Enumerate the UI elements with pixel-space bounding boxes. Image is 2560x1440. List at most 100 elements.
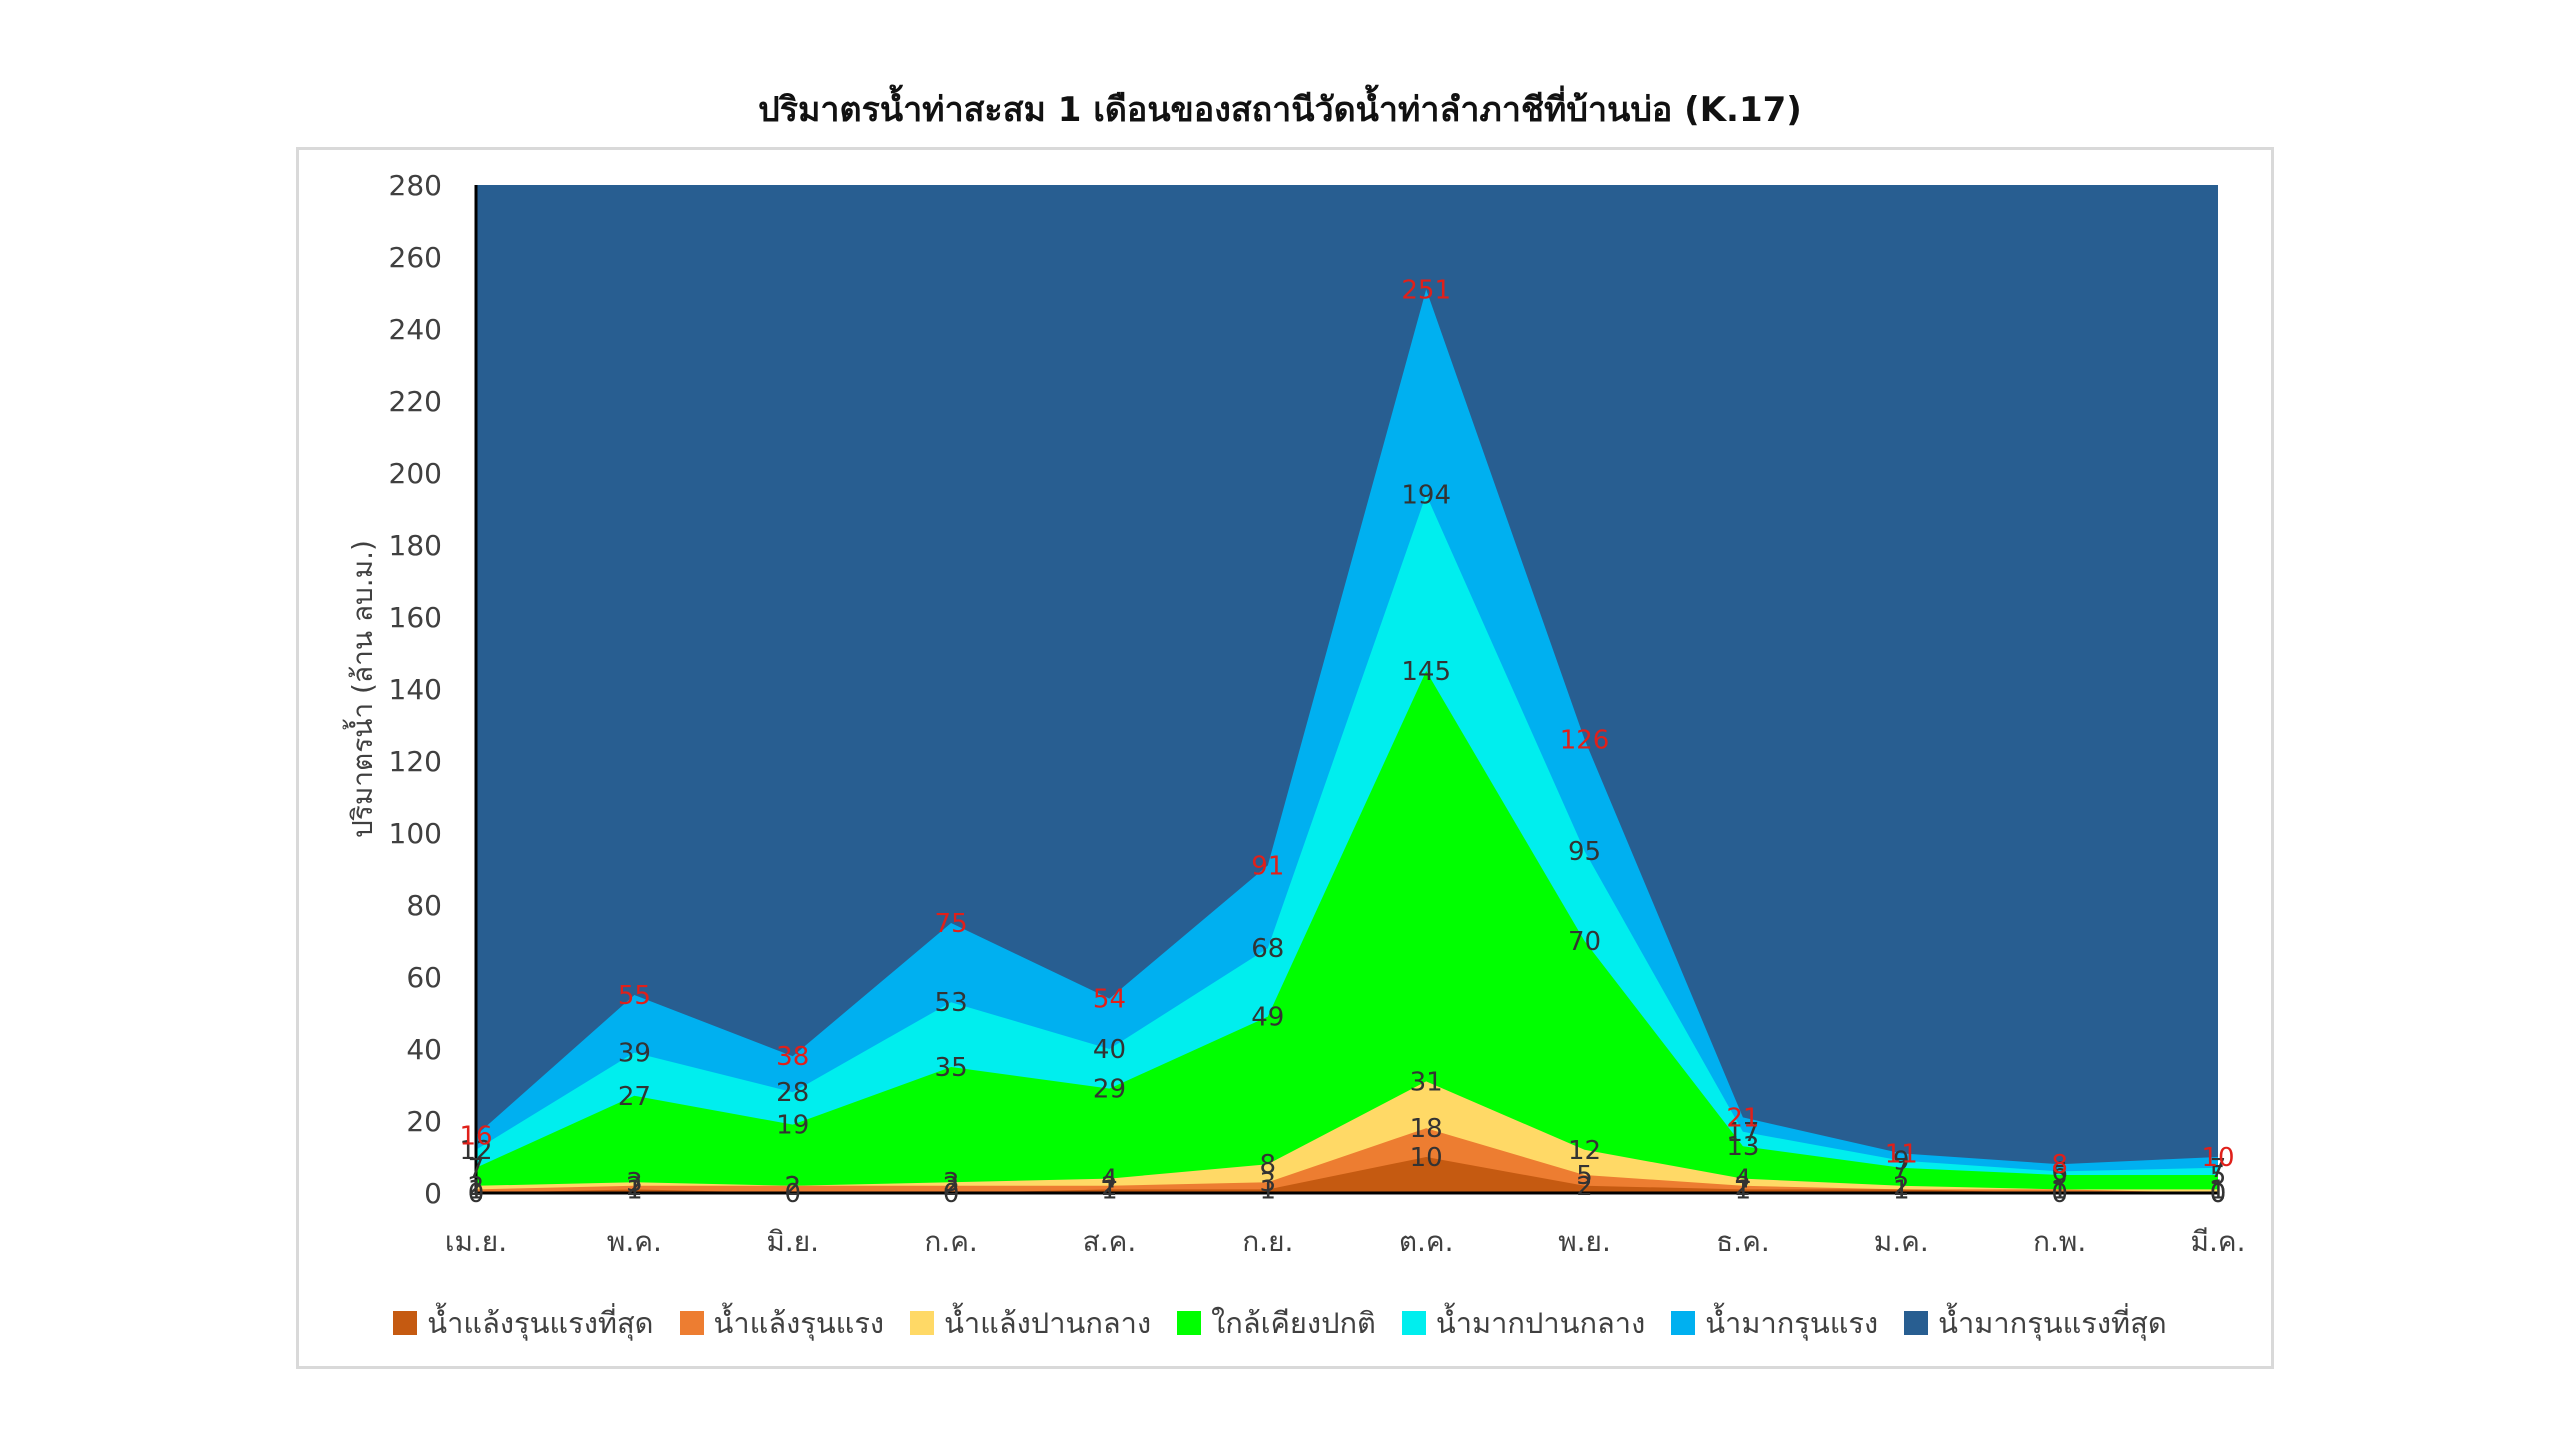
- data-label: 53: [935, 988, 968, 1018]
- data-label: 10: [1410, 1143, 1443, 1173]
- data-label: 38: [776, 1042, 809, 1072]
- data-label: 1: [2051, 1175, 2068, 1205]
- y-tick-label: 20: [406, 1105, 442, 1138]
- data-label: 75: [935, 909, 968, 939]
- legend-label: ใกล้เคียงปกติ: [1211, 1306, 1376, 1340]
- data-label: 21: [1726, 1103, 1759, 1133]
- x-tick-label: ธ.ค.: [1716, 1225, 1770, 1258]
- x-tick-label: มี.ค.: [2191, 1225, 2246, 1258]
- data-label: 3: [1260, 1168, 1277, 1198]
- data-label: 3: [943, 1168, 960, 1198]
- data-label: 55: [618, 981, 651, 1011]
- data-label: 2: [626, 1172, 643, 1202]
- y-tick-label: 160: [389, 601, 442, 634]
- legend-label: น้ำมากรุนแรง: [1705, 1306, 1879, 1340]
- chart-title: ปริมาตรน้ำท่าสะสม 1 เดือนของสถานีวัดน้ำท…: [758, 90, 1802, 130]
- x-tick-label: ต.ค.: [1399, 1225, 1454, 1258]
- chart-frame: [296, 147, 2274, 1369]
- data-label: 6: [2051, 1157, 2068, 1187]
- data-label: 1: [626, 1175, 643, 1205]
- legend-label: น้ำมากรุนแรงที่สุด: [1938, 1306, 2167, 1340]
- legend-swatch: [910, 1311, 935, 1335]
- data-label: 35: [935, 1053, 968, 1083]
- data-label: 49: [1251, 1003, 1284, 1033]
- data-label: 70: [1568, 927, 1601, 957]
- data-label: 3: [626, 1168, 643, 1198]
- y-tick-label: 140: [389, 673, 442, 706]
- data-label: 2: [1101, 1172, 1118, 1202]
- x-tick-label: ม.ค.: [1874, 1225, 1929, 1258]
- data-label: 27: [618, 1082, 651, 1112]
- data-label: 1: [1893, 1175, 1910, 1205]
- legend-item: น้ำมากรุนแรงที่สุด: [1904, 1300, 2167, 1346]
- x-tick-label: ส.ค.: [1083, 1225, 1137, 1258]
- y-tick-label: 180: [389, 529, 442, 562]
- data-label: 17: [1726, 1118, 1759, 1148]
- data-label: 2: [784, 1172, 801, 1202]
- x-tick-label: ก.ค.: [924, 1225, 977, 1258]
- y-tick-label: 260: [389, 241, 442, 274]
- legend-label: น้ำมากปานกลาง: [1435, 1306, 1646, 1340]
- data-label: 8: [1260, 1150, 1277, 1180]
- data-label: 40: [1093, 1035, 1126, 1065]
- data-label: 7: [1893, 1154, 1910, 1184]
- data-label: 1: [1735, 1175, 1752, 1205]
- legend: น้ำแล้งรุนแรงที่สุด น้ำแล้งรุนแรง น้ำแล้งป…: [0, 1300, 2560, 1346]
- data-label: 1: [1893, 1175, 1910, 1205]
- x-tick-label: ก.พ.: [2033, 1225, 2086, 1258]
- legend-swatch: [1401, 1311, 1426, 1335]
- data-label: 1: [1101, 1175, 1118, 1205]
- legend-label: น้ำแล้งปานกลาง: [944, 1306, 1152, 1340]
- y-tick-label: 60: [406, 961, 442, 994]
- data-label: 2: [943, 1172, 960, 1202]
- x-tick-label: พ.ค.: [607, 1225, 662, 1258]
- data-label: 2: [784, 1172, 801, 1202]
- data-label: 145: [1401, 657, 1451, 687]
- y-axis-title: ปริมาตรน้ำ (ล้าน ลบ.ม.): [342, 540, 379, 838]
- data-label: 0: [468, 1179, 485, 1209]
- y-tick-label: 0: [424, 1177, 442, 1210]
- data-label: 4: [1735, 1165, 1752, 1195]
- legend-swatch: [393, 1311, 418, 1335]
- data-label: 7: [2210, 1154, 2227, 1184]
- data-label: 13: [1726, 1132, 1759, 1162]
- y-tick-label: 80: [406, 889, 442, 922]
- data-label: 2: [1735, 1172, 1752, 1202]
- series-area-2: [476, 1081, 2218, 1193]
- y-tick-label: 120: [389, 745, 442, 778]
- data-label: 0: [784, 1179, 801, 1209]
- data-label: 5: [2210, 1161, 2227, 1191]
- data-label: 1: [1260, 1175, 1277, 1205]
- data-label: 2: [1893, 1172, 1910, 1202]
- data-label: 9: [1893, 1147, 1910, 1177]
- data-label: 1: [2051, 1175, 2068, 1205]
- y-tick-label: 200: [389, 457, 442, 490]
- series-area-0: [476, 1157, 2218, 1193]
- data-label: 4: [1101, 1165, 1118, 1195]
- y-tick-label: 240: [389, 313, 442, 346]
- legend-item: ใกล้เคียงปกติ: [1177, 1300, 1376, 1346]
- data-label: 1: [2210, 1175, 2227, 1205]
- data-label: 1: [468, 1175, 485, 1205]
- legend-item: น้ำแล้งรุนแรงที่สุด: [393, 1300, 654, 1346]
- y-tick-label: 40: [406, 1033, 442, 1066]
- x-tick-label: ก.ย.: [1242, 1225, 1293, 1258]
- legend-item: น้ำแล้งปานกลาง: [910, 1300, 1151, 1346]
- data-label: 29: [1093, 1075, 1126, 1105]
- data-label: 5: [1576, 1161, 1593, 1191]
- data-label: 39: [618, 1039, 651, 1069]
- y-tick-label: 280: [389, 169, 442, 202]
- data-label: 16: [459, 1121, 492, 1151]
- data-label: 2: [1576, 1172, 1593, 1202]
- data-label: 5: [2051, 1161, 2068, 1191]
- legend-label: น้ำแล้งรุนแรงที่สุด: [427, 1306, 654, 1340]
- series-area-3: [476, 671, 2218, 1193]
- data-label: 54: [1093, 985, 1126, 1015]
- x-tick-label: เม.ย.: [445, 1225, 507, 1258]
- data-label: 0: [2051, 1179, 2068, 1209]
- data-label: 28: [776, 1078, 809, 1108]
- legend-swatch: [1904, 1311, 1929, 1335]
- legend-swatch: [1671, 1311, 1696, 1335]
- data-label: 12: [1568, 1136, 1601, 1166]
- data-label: 2: [468, 1172, 485, 1202]
